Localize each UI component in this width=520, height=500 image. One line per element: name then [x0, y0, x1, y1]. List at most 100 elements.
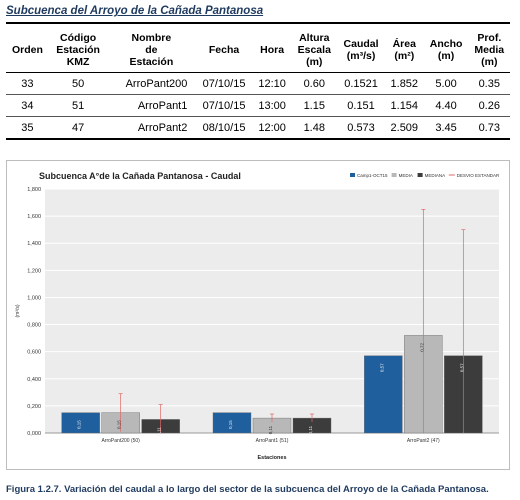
- data-label: 0,11: [268, 425, 273, 434]
- data-label: 0,57: [379, 363, 384, 372]
- x-tick-label: ArroPant2 (47): [407, 438, 440, 444]
- header-line: Área: [392, 38, 416, 50]
- flow-chart: 0,000 0,200 0,400 0,600 0,800 1,000 1,200 1,400…: [15, 171, 500, 461]
- table-cell: 35: [6, 116, 49, 140]
- y-tick-label: 0,800: [27, 323, 41, 329]
- legend-swatch: [417, 173, 423, 177]
- table-cell: 3.45: [423, 116, 469, 140]
- y-tick-label: 1,200: [27, 268, 41, 274]
- table-cell: 0.1521: [337, 72, 385, 95]
- table-header-cell: Orden: [6, 23, 49, 73]
- header-line: Fecha: [208, 44, 240, 56]
- header-line: (m): [437, 50, 455, 62]
- y-axis-label: (m³/s): [15, 304, 21, 317]
- table-cell: 12:10: [252, 72, 292, 95]
- data-label: 0,15: [117, 420, 122, 429]
- header-line: Ancho: [429, 38, 463, 50]
- table-header-cell: Área (m²): [385, 23, 424, 73]
- table-cell: ArroPant200: [107, 72, 196, 95]
- legend-label: MEDIANA: [425, 173, 446, 178]
- section-title: Subcuenca del Arroyo de la Cañada Pantan…: [6, 5, 264, 17]
- header-line: (m³/s): [346, 50, 376, 62]
- table-cell: 0.151: [337, 94, 385, 117]
- table-cell: 0.26: [468, 94, 510, 117]
- table-cell: ArroPant1: [107, 94, 196, 117]
- table-cell: 12:00: [252, 116, 292, 140]
- table-cell: 1.15: [291, 94, 338, 117]
- data-label: 0,72: [419, 343, 424, 352]
- chart-title: Subcuenca A°de la Cañada Pantanosa - Cau…: [39, 171, 241, 181]
- figure-caption: Figura 1.2.7. Variación del caudal a lo …: [6, 484, 489, 495]
- y-tick-label: 1,000: [27, 295, 41, 301]
- header-line: Estación: [56, 44, 100, 56]
- header-line: Código: [60, 32, 97, 44]
- header-line: de: [145, 44, 158, 56]
- header-line: Prof.: [477, 32, 502, 44]
- y-tick-label: 1,600: [27, 214, 41, 220]
- header-line: Escala: [297, 44, 331, 56]
- table-cell: 50: [48, 72, 108, 95]
- header-line: Orden: [11, 44, 43, 56]
- table-cell: 1.154: [384, 94, 424, 117]
- x-tick-label: ArroPant200 (50): [101, 438, 140, 444]
- header-line: (m²): [394, 50, 415, 62]
- chart-panel: 0,000 0,200 0,400 0,600 0,800 1,000 1,200 1,400…: [6, 160, 510, 470]
- table-cell: 1.852: [384, 72, 424, 95]
- header-line: Caudal: [343, 38, 379, 50]
- y-tick-label: 0,600: [27, 350, 41, 356]
- table-cell: 33: [6, 72, 49, 95]
- table-row: 34 51 ArroPant1 07/10/15 13:00 1.15 0.151 1.154…: [6, 94, 510, 117]
- data-label: 0,57: [459, 363, 464, 372]
- table-cell: 34: [6, 94, 49, 117]
- x-axis-label: Estaciones: [257, 455, 286, 461]
- data-label: 0,11: [157, 427, 162, 436]
- table-cell: 0.573: [337, 116, 385, 140]
- header-line: Hora: [260, 44, 285, 56]
- legend-label: DESVIO ESTANDAR: [457, 173, 500, 178]
- bar-camp1-oct15: [364, 355, 403, 434]
- table-header-cell: Altura Escala (m): [291, 23, 337, 73]
- table-header-cell: Código Estación KMZ: [49, 23, 108, 73]
- table-cell: 0.35: [468, 72, 510, 95]
- table-cell: 0.60: [291, 72, 338, 95]
- legend-label: MEDIA: [399, 173, 413, 178]
- table-cell: 07/10/15: [195, 72, 253, 95]
- header-line: Altura: [299, 32, 330, 44]
- table-header-cell: Prof. Media (m): [469, 23, 510, 73]
- table-cell: 08/10/15: [195, 116, 253, 140]
- data-label: 0,11: [308, 425, 313, 434]
- legend-swatch: [350, 173, 355, 177]
- table-cell: 07/10/15: [195, 94, 253, 117]
- table-header-cell: Ancho (m): [424, 23, 469, 73]
- table-header-row: Orden Código Estación KMZ Nombre de Estación Fe…: [6, 23, 510, 73]
- table-cell: 5.00: [423, 72, 469, 95]
- table-header-cell: Caudal (m³/s): [337, 23, 385, 73]
- table-header-cell: Fecha: [195, 23, 252, 73]
- x-tick-label: ArroPant1 (51): [256, 438, 289, 444]
- table-cell: ArroPant2: [107, 116, 196, 140]
- data-label: 0,15: [228, 420, 233, 429]
- header-line: KMZ: [66, 56, 90, 68]
- bar-camp1-oct15: [212, 412, 252, 434]
- y-tick-label: 0,000: [27, 431, 41, 437]
- table-row: 33 50 ArroPant200 07/10/15 12:10 0.60 0.1521 1.…: [6, 72, 510, 95]
- y-tick-label: 1,400: [27, 241, 41, 247]
- table-row: 35 47 ArroPant2 08/10/15 12:00 1.48 0.573 2.509…: [6, 116, 510, 140]
- table-cell: 4.40: [423, 94, 469, 117]
- y-tick-label: 1,800: [27, 187, 41, 193]
- legend-label: Camp1-OCT15: [357, 173, 388, 178]
- legend-swatch: [391, 173, 397, 177]
- table-cell: 47: [48, 116, 108, 140]
- table-body: 33 50 ArroPant200 07/10/15 12:10 0.60 0.1521 1.…: [6, 72, 510, 140]
- y-tick-label: 0,400: [27, 377, 41, 383]
- header-line: (m): [306, 56, 323, 68]
- header-line: Nombre: [131, 32, 172, 44]
- header-line: Media: [474, 44, 505, 56]
- table-header-cell: Nombre de Estación: [107, 23, 195, 73]
- header-line: Estación: [129, 56, 174, 68]
- bar-camp1-oct15: [61, 412, 100, 434]
- stations-table: Orden Código Estación KMZ Nombre de Estación Fe…: [6, 22, 510, 140]
- table-cell: 1.48: [291, 116, 338, 140]
- header-line: (m): [481, 56, 498, 68]
- table-cell: 2.509: [384, 116, 424, 140]
